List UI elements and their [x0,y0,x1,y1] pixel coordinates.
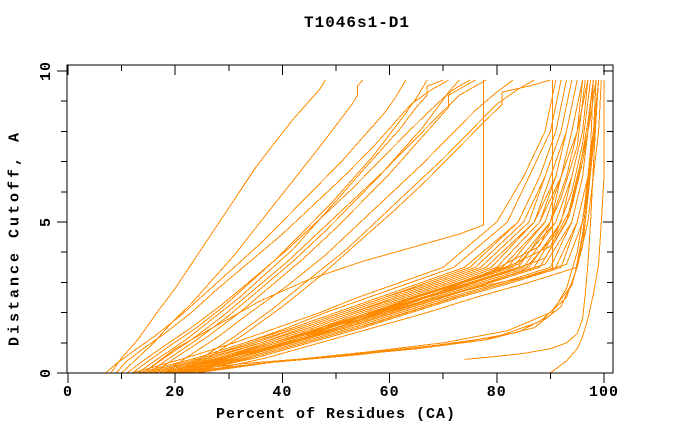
model-curve [174,79,535,374]
model-curve [175,80,594,374]
model-curve [175,80,553,374]
model-curve [142,80,484,374]
x-tick-label: 80 [487,384,507,401]
x-axis-label: Percent of Residues (CA) [215,406,457,423]
model-curve [148,79,460,374]
x-tick-label: 100 [589,384,619,401]
x-tick-label: 20 [165,384,185,401]
plot-title: T1046s1-D1 [303,14,411,32]
y-tick-label: 10 [38,61,55,81]
model-curve [132,79,557,374]
model-curve [105,79,407,374]
x-tick-label: 40 [272,384,292,401]
model-curve [158,80,586,374]
model-curve [550,80,605,374]
model-curve [191,80,600,374]
model-curve [196,80,602,374]
model-curve [131,79,428,374]
plot-frame [66,64,614,374]
model-curve [115,79,449,374]
model-curve [110,79,326,374]
model-curve [185,80,600,374]
model-curve [185,79,551,374]
model-curve [153,79,476,374]
model-curve [142,79,567,374]
x-tick-label: 0 [63,384,73,401]
model-curve [180,80,594,374]
model-curve [164,79,514,374]
model-curve [175,80,597,374]
model-curve [148,79,573,374]
model-curve [196,80,600,374]
model-curve [137,79,562,374]
model-curve [137,79,444,374]
y-tick-label: 5 [38,217,55,227]
model-curve [464,80,600,360]
y-tick-label: 0 [38,368,55,378]
x-tick-label: 60 [380,384,400,401]
model-curve [121,79,364,374]
model-curve [185,80,600,374]
model-curve [185,80,597,374]
model-curve [126,79,471,374]
model-curve [142,79,487,374]
